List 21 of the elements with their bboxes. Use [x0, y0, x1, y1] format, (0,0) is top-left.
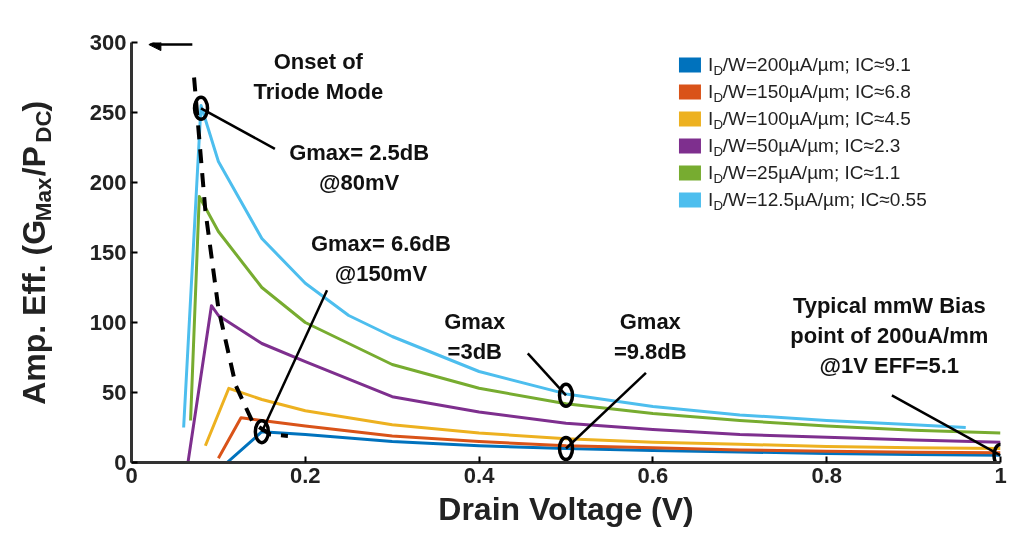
annotation: Gmax =3dB — [444, 309, 507, 364]
annotation: Gmax= 6.6dB @150mV — [310, 230, 451, 286]
x-tick-label: 1 — [994, 462, 1007, 488]
annotation: Onset of Triode Mode — [253, 48, 384, 104]
y-tick-label: 250 — [89, 100, 127, 125]
x-tick-label: 0.4 — [463, 462, 496, 488]
y-tick-label: 300 — [89, 30, 127, 55]
y-tick-label: 50 — [102, 380, 127, 405]
y-tick-label: 100 — [89, 310, 127, 335]
y-axis-title: Amp. Eff. (GMax/PDC) — [15, 100, 56, 405]
annotation: Gmax =9.8dB — [613, 309, 687, 364]
x-tick-label: 0.8 — [811, 462, 842, 488]
line-series — [203, 386, 1001, 450]
y-tick-label: 150 — [89, 240, 127, 265]
annotation: Gmax= 2.5dB @80mV — [289, 139, 430, 195]
x-tick-label: 0.2 — [290, 462, 321, 488]
annotation: Typical mmW Bias point of 200uA/mm @1V EFF=5.1 — [790, 292, 989, 378]
x-tick-label: 0.6 — [637, 462, 669, 488]
x-axis-title: Drain Voltage (V) — [438, 490, 694, 527]
line-series — [189, 195, 1001, 435]
y-tick-label: 200 — [89, 170, 127, 195]
